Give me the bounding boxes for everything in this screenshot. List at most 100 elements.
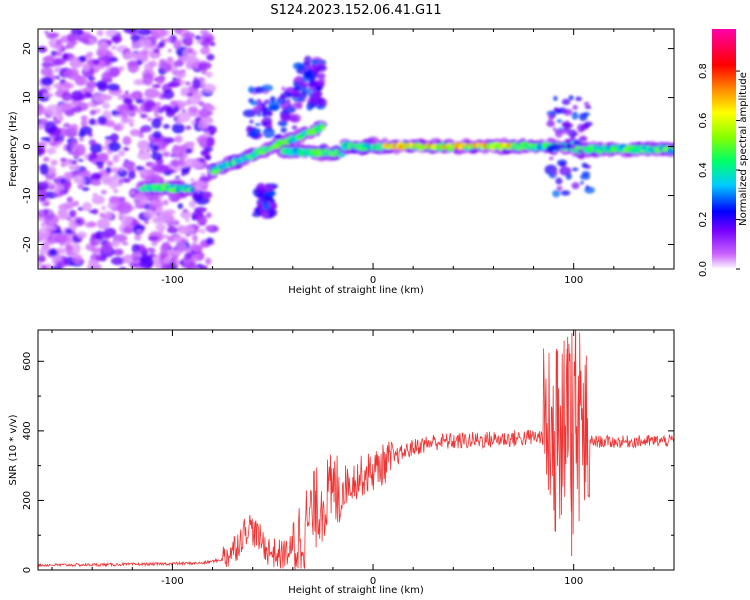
noise-patch [67,33,77,43]
noise-patch [203,37,212,42]
stream-core [320,126,326,131]
noise-patch [103,227,117,238]
noise-patch [173,258,180,266]
snr-frame [37,329,675,571]
noise-patch [139,126,147,133]
noise-patch [123,146,130,152]
noise-patch [92,93,106,103]
noise-patch [123,29,137,34]
noise-patch [105,120,116,128]
noise-patch [154,101,162,107]
noise-patch [162,151,171,158]
noise-patch [122,160,136,170]
noise-patch [112,248,124,256]
noise-patch [165,109,175,118]
noise-patch [112,124,122,131]
burst-patch [585,185,590,190]
noise-patch [153,112,159,117]
noise-patch [60,157,68,163]
noise-patch [128,170,136,180]
noise-patch [131,44,138,50]
noise-patch [180,210,192,219]
noise-patch [78,31,84,35]
noise-patch [141,50,149,56]
noise-patch [69,58,82,69]
noise-patch [131,243,140,254]
x-tick-label: 0 [370,576,376,587]
snr-marks [38,330,674,570]
noise-patch [113,189,119,194]
noise-patch [138,134,145,138]
noise-patch [199,264,208,269]
burst-patch [547,113,554,121]
noise-patch [90,179,102,186]
burst-patch [291,125,298,130]
burst-patch [276,133,283,139]
stream-core [671,146,674,150]
noise-patch [40,197,46,202]
burst-patch [261,106,268,112]
burst-patch [312,81,325,88]
colorbar-tick-label: 0.0 [698,261,709,277]
noise-patch [205,257,212,265]
noise-patch [109,133,119,143]
burst-patch [261,121,268,127]
burst-patch [254,122,262,127]
burst-patch [556,185,563,191]
noise-patch [165,214,176,227]
noise-patch [95,48,107,57]
noise-patch [150,152,163,161]
burst-patch [584,105,592,109]
colorbar: 0.0 0.2 0.4 0.6 0.8 Normalized spectral ampl… [698,29,749,277]
noise-patch [70,90,84,102]
noise-patch [69,145,77,149]
noise-patch [200,149,210,157]
noise-patch [97,83,108,92]
noise-patch [147,236,159,241]
chart-title: S124.2023.152.06.41.G11 [270,3,441,18]
noise-patch [106,160,114,167]
noise-patch [121,242,129,246]
noise-patch [42,92,47,98]
burst-patch [563,108,573,116]
noise-patch [38,261,42,268]
noise-patch [199,61,208,70]
noise-patch [95,161,105,167]
noise-patch [100,175,115,183]
noise-patch [179,260,184,265]
y-tick-label: 200 [22,491,33,510]
noise-patch [82,63,91,72]
noise-patch [73,163,80,171]
colorbar-tick-label: 0.4 [698,162,709,178]
noise-patch [69,203,75,207]
stream-core [190,187,195,193]
snr-ylabel: SNR (10 * v/v) [8,414,19,485]
burst-patch [580,181,584,185]
burst-patch [572,105,578,110]
noise-patch [169,249,182,257]
noise-patch [100,241,113,253]
noise-patch [204,136,215,147]
noise-patch [97,115,108,125]
noise-patch [178,103,185,110]
noise-patch [178,158,185,166]
noise-patch [82,201,92,212]
burst-patch [292,62,303,70]
burst-patch [546,120,555,127]
y-tick-label: 600 [22,352,33,371]
noise-patch [89,109,97,116]
noise-patch [53,115,57,120]
noise-patch [71,140,79,146]
burst-patch [310,105,316,109]
noise-patch [162,89,175,100]
noise-patch [120,215,133,226]
noise-patch [77,170,91,178]
noise-patch [42,208,50,213]
noise-patch [68,209,77,218]
noise-patch [205,225,213,231]
noise-patch [174,134,183,144]
burst-patch [546,145,555,153]
burst-patch [565,172,572,180]
noise-patch [39,247,47,256]
noise-patch [55,247,66,255]
